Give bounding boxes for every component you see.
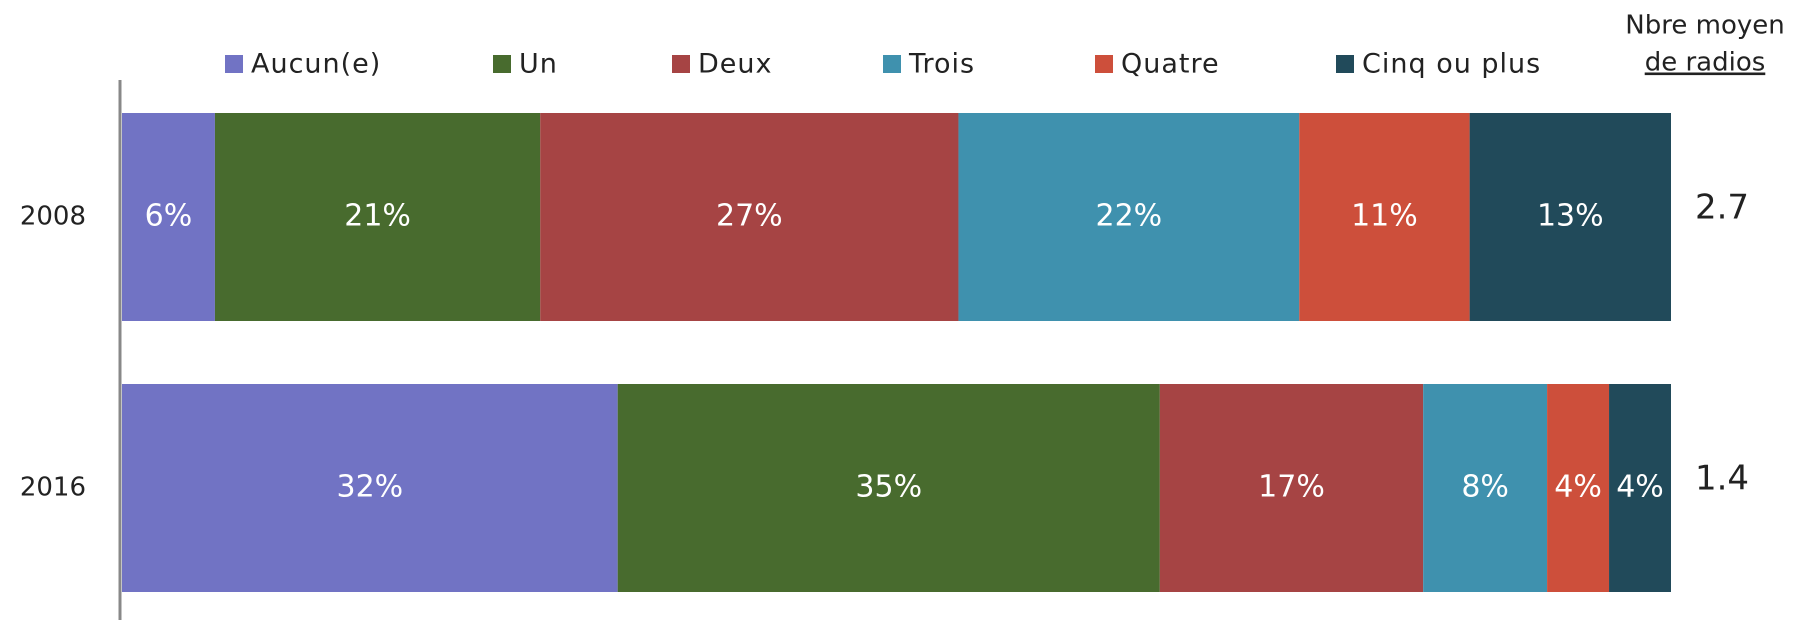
legend-label: Trois bbox=[908, 49, 975, 80]
legend-swatch bbox=[883, 55, 901, 73]
side-title: de radios bbox=[1645, 48, 1766, 78]
data-label: 32% bbox=[336, 470, 403, 505]
bar-segment bbox=[214, 113, 541, 321]
legend-swatch bbox=[493, 55, 511, 73]
side-value: 2.7 bbox=[1695, 188, 1749, 228]
bar-segment bbox=[1159, 384, 1424, 592]
data-label: 11% bbox=[1351, 199, 1418, 234]
legend-label: Quatre bbox=[1121, 49, 1220, 80]
legend-swatch bbox=[1336, 55, 1354, 73]
legend-swatch bbox=[672, 55, 690, 73]
legend-label: Deux bbox=[698, 49, 773, 80]
data-label: 22% bbox=[1096, 199, 1163, 234]
bar-segment bbox=[617, 384, 1160, 592]
bar-segment bbox=[958, 113, 1300, 321]
data-label: 21% bbox=[344, 199, 411, 234]
data-label: 17% bbox=[1258, 470, 1325, 505]
bar-segment bbox=[1469, 113, 1671, 321]
bar-segment bbox=[1547, 384, 1610, 592]
bar-segment bbox=[1423, 384, 1548, 592]
legend-swatch bbox=[225, 55, 243, 73]
data-label: 27% bbox=[716, 199, 783, 234]
side-value: 1.4 bbox=[1695, 459, 1749, 499]
bar-segment bbox=[1299, 113, 1470, 321]
data-label: 4% bbox=[1616, 470, 1664, 505]
side-title: Nbre moyen bbox=[1625, 11, 1784, 41]
bar-segment bbox=[1609, 384, 1671, 592]
data-label: 8% bbox=[1461, 470, 1509, 505]
y-tick-label: 2016 bbox=[20, 473, 86, 503]
legend-swatch bbox=[1095, 55, 1113, 73]
data-label: 35% bbox=[855, 470, 922, 505]
data-label: 13% bbox=[1537, 199, 1604, 234]
legend-label: Aucun(e) bbox=[251, 49, 381, 80]
legend-label: Un bbox=[519, 49, 558, 80]
y-tick-label: 2008 bbox=[20, 202, 86, 232]
legend-label: Cinq ou plus bbox=[1362, 49, 1541, 80]
bar-segment bbox=[540, 113, 959, 321]
data-label: 4% bbox=[1554, 470, 1602, 505]
data-label: 6% bbox=[145, 199, 193, 234]
bar-segment bbox=[122, 113, 215, 321]
bar-segment bbox=[122, 384, 618, 592]
